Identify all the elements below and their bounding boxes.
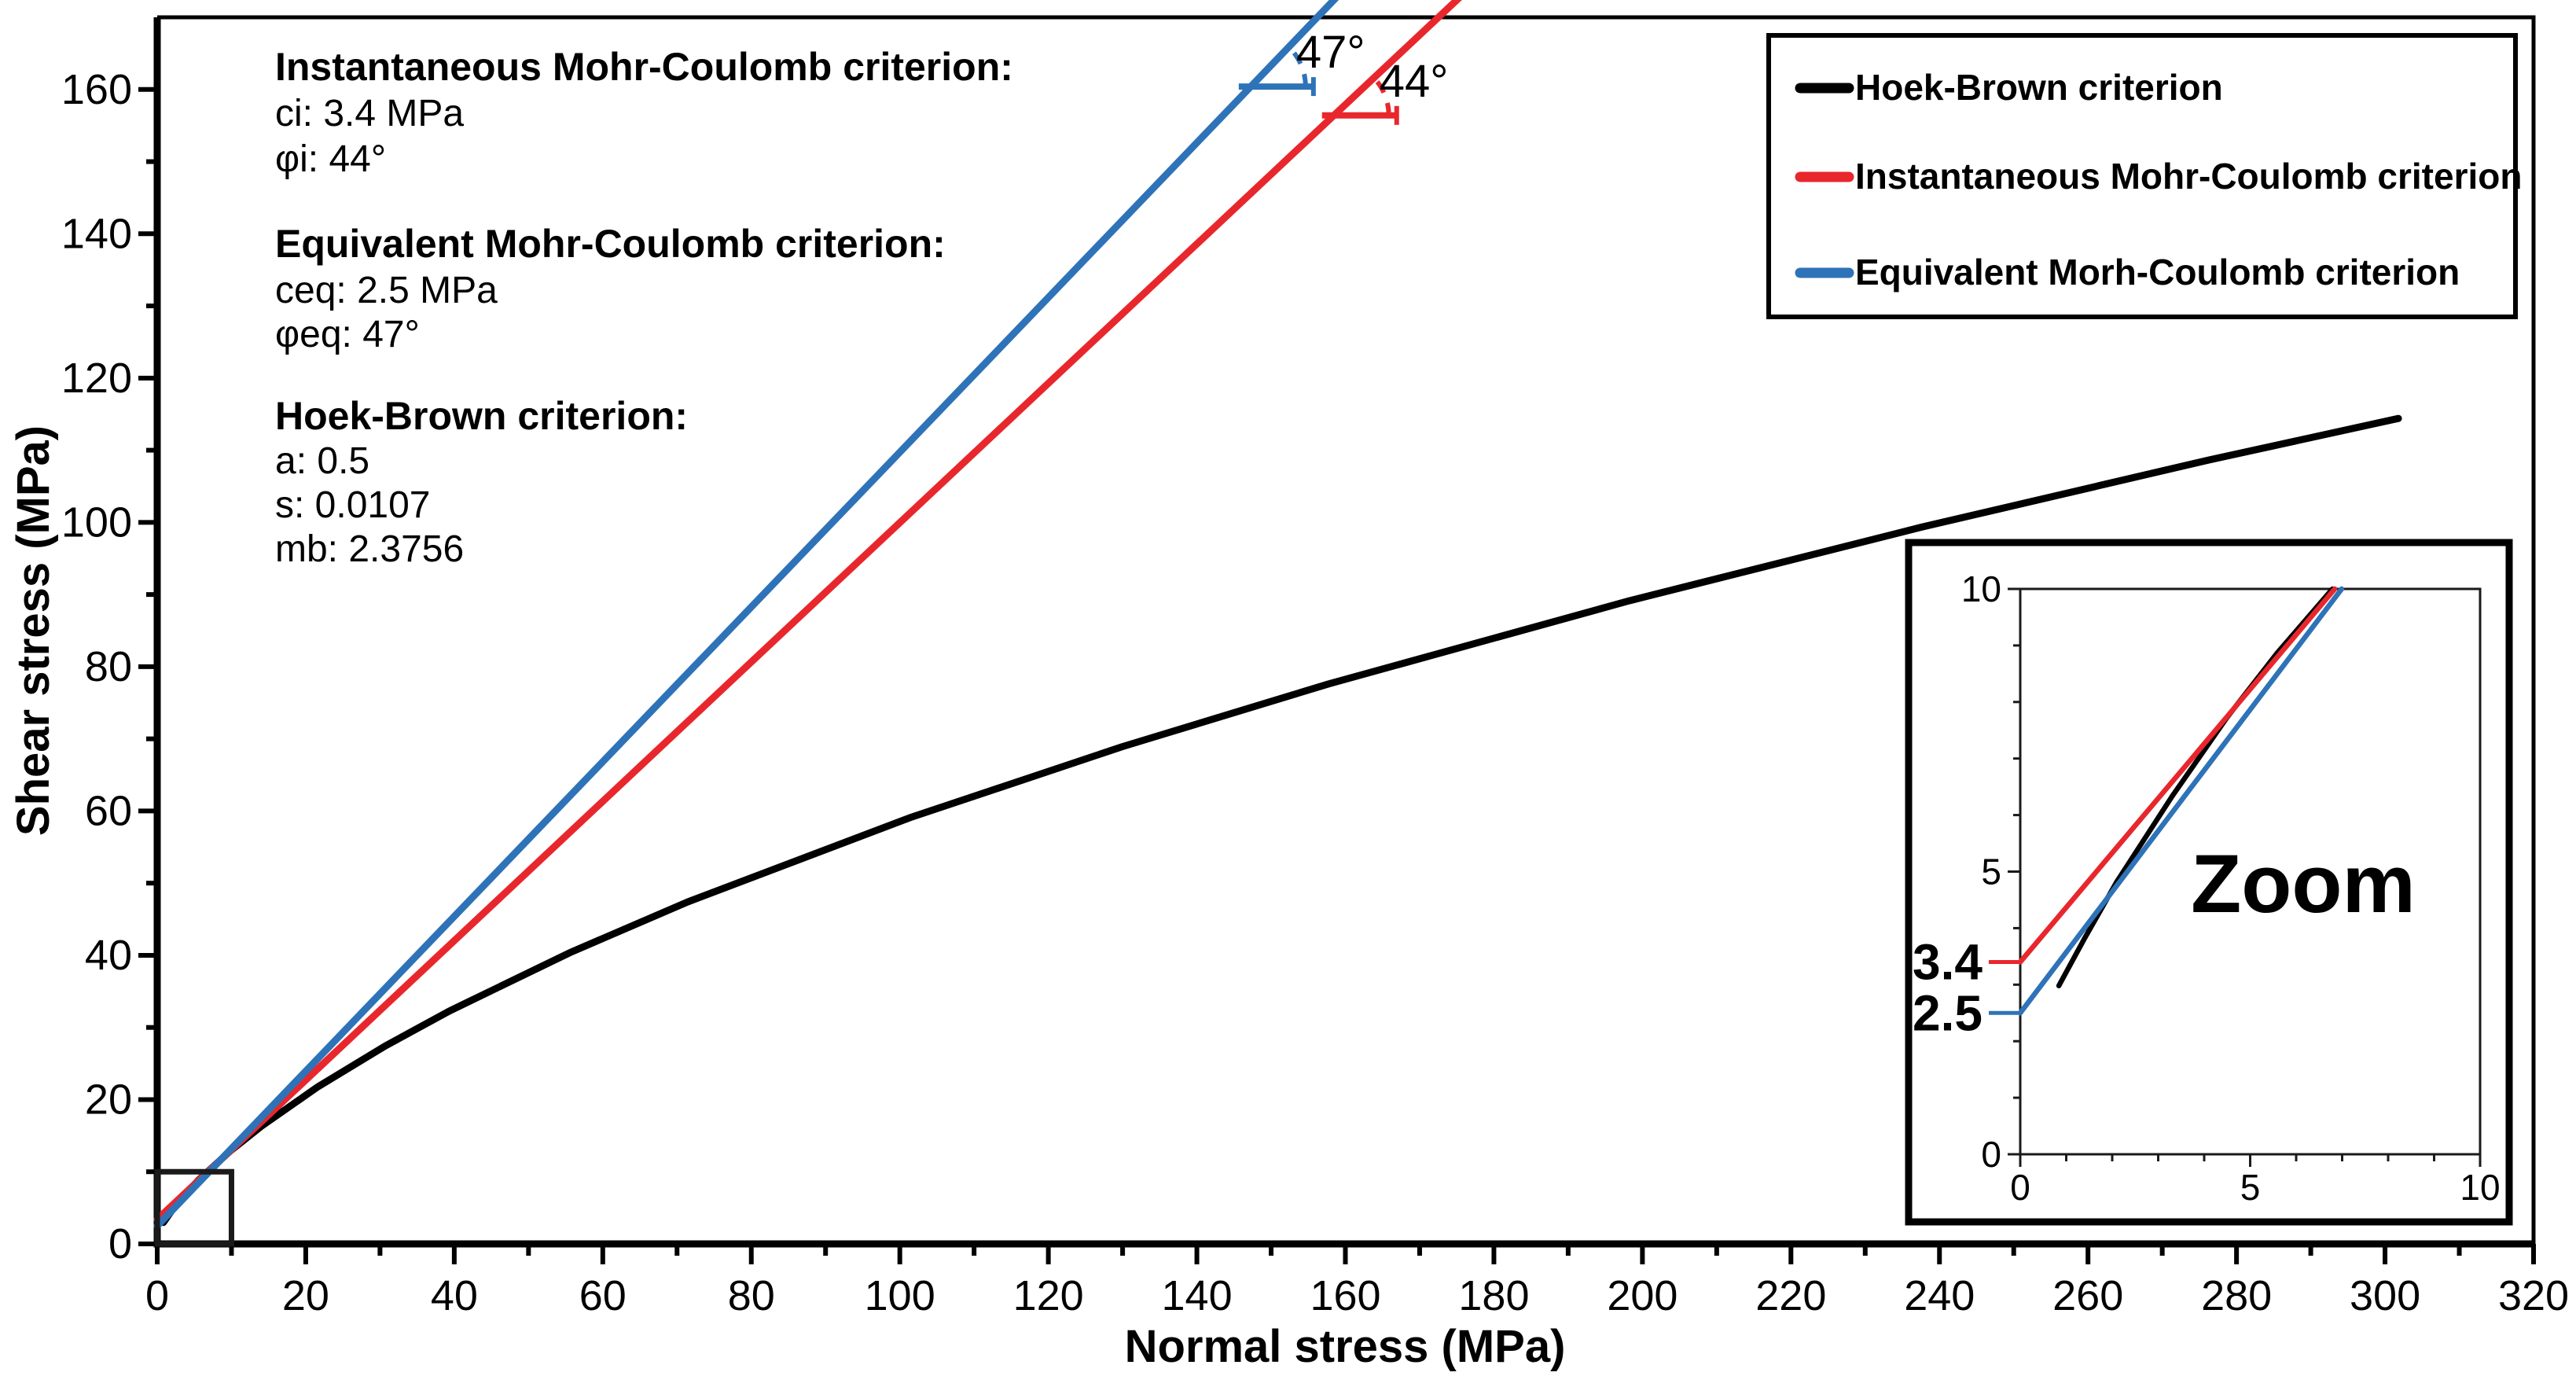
y-axis-title: Shear stress (MPa) — [8, 425, 59, 836]
angle-annotation-47: 47° — [1238, 27, 1365, 97]
x-tick-label: 220 — [1755, 1272, 1826, 1319]
inset-intercept-label: 2.5 — [1913, 984, 1983, 1041]
curve-equivalent-morh-coulomb-criterion — [153, 0, 1339, 1230]
x-tick-label: 80 — [728, 1272, 775, 1319]
x-tick-label: 180 — [1458, 1272, 1529, 1319]
inset-panel: 00 5 5 10 10 3.42.5 — [1905, 539, 2513, 1226]
x-axis-title: Normal stress (MPa) — [1125, 1321, 1566, 1372]
y-tick-label: 160 — [61, 66, 132, 113]
x-tick-label: 200 — [1607, 1272, 1678, 1319]
annotation-title: Hoek-Brown criterion: — [275, 394, 688, 438]
x-tick-label: 40 — [431, 1272, 478, 1319]
x-tick-label: 100 — [865, 1272, 935, 1319]
inset-curve-instantaneous-mohr-coulomb-criterion — [2017, 586, 2338, 965]
zoom-region-indicator — [154, 1168, 234, 1247]
inset-curve-equivalent-morh-coulomb-criterion — [2017, 586, 2345, 1016]
x-tick-label: 300 — [2350, 1272, 2420, 1319]
annotation-title: Instantaneous Mohr-Coulomb criterion: — [275, 45, 1013, 89]
angle-label: 47° — [1296, 27, 1365, 78]
inset-intercept-label: 3.4 — [1913, 934, 1983, 991]
angle-arc — [1286, 44, 1308, 87]
main-plot-ticks: 0 20 40 60 80 100 120 140 160 180 200 220 240 260 280 3… — [61, 66, 2569, 1319]
legend-label-hoek-brown: Hoek-Brown criterion — [1855, 67, 2223, 108]
inset-x-tick-label: 10 — [2460, 1167, 2500, 1208]
y-tick-label: 20 — [85, 1076, 132, 1123]
x-tick-label: 120 — [1013, 1272, 1084, 1319]
y-tick-label: 60 — [85, 787, 132, 834]
y-tick-label: 140 — [61, 210, 132, 257]
x-tick-label: 160 — [1310, 1272, 1380, 1319]
inset-curve-hoek-brown-criterion — [2056, 586, 2335, 988]
annotation-line: ceq: 2.5 MPa — [275, 270, 498, 311]
inset-y-tick-label: 0 — [1981, 1134, 2001, 1175]
annotation-title: Equivalent Mohr-Coulomb criterion: — [275, 222, 946, 266]
annotation-block-hoek-brown: Hoek-Brown criterion: a: 0.5 s: 0.0107 m… — [275, 394, 688, 570]
angle-label: 44° — [1380, 56, 1449, 107]
inset-x-tick-label: 0 — [2010, 1167, 2030, 1208]
annotation-line: ci: 3.4 MPa — [275, 93, 464, 134]
annotation-line: s: 0.0107 — [275, 484, 430, 526]
angle-annotations: 47° 44° — [1238, 27, 1449, 125]
x-tick-label: 320 — [2498, 1272, 2569, 1319]
legend: Hoek-Brown criterion Instantaneous Mohr-… — [1766, 33, 2522, 319]
plot-border — [157, 15, 2536, 1244]
legend-label-equivalent: Equivalent Morh-Coulomb criterion — [1855, 252, 2460, 292]
annotation-block-equivalent: Equivalent Mohr-Coulomb criterion: ceq: … — [275, 222, 946, 355]
inset-zoom-label: Zoom — [2191, 838, 2416, 930]
x-tick-label: 280 — [2201, 1272, 2272, 1319]
x-tick-label: 240 — [1904, 1272, 1975, 1319]
annotation-line: mb: 2.3756 — [275, 528, 464, 570]
legend-label-instantaneous: Instantaneous Mohr-Coulomb criterion — [1855, 156, 2522, 197]
annotation-line: a: 0.5 — [275, 440, 369, 482]
zoom-region-rect — [154, 1168, 234, 1247]
angle-arc — [1371, 75, 1391, 116]
x-tick-label: 140 — [1162, 1272, 1233, 1319]
annotation-line: φeq: 47° — [275, 314, 420, 355]
inset-y-tick-label: 10 — [1961, 568, 2001, 609]
y-tick-label: 0 — [108, 1220, 132, 1267]
x-tick-label: 60 — [579, 1272, 627, 1319]
inset-box — [1905, 539, 2513, 1226]
x-tick-label: 20 — [282, 1272, 329, 1319]
inset-x-tick-label: 5 — [2240, 1167, 2261, 1208]
annotation-line: φi: 44° — [275, 138, 386, 180]
y-tick-label: 120 — [61, 355, 132, 402]
y-tick-label: 80 — [85, 643, 132, 690]
angle-annotation-44: 44° — [1321, 56, 1449, 125]
x-tick-label: 0 — [145, 1272, 169, 1319]
main-curves — [153, 0, 2402, 1230]
annotation-block-instantaneous: Instantaneous Mohr-Coulomb criterion: ci… — [275, 45, 1013, 180]
legend-box — [1766, 33, 2518, 319]
inset-y-tick-label: 5 — [1981, 852, 2001, 892]
curve-instantaneous-mohr-coulomb-criterion — [153, 0, 1462, 1223]
y-tick-label: 40 — [85, 932, 132, 979]
x-tick-label: 260 — [2052, 1272, 2123, 1319]
y-tick-label: 100 — [61, 499, 132, 546]
